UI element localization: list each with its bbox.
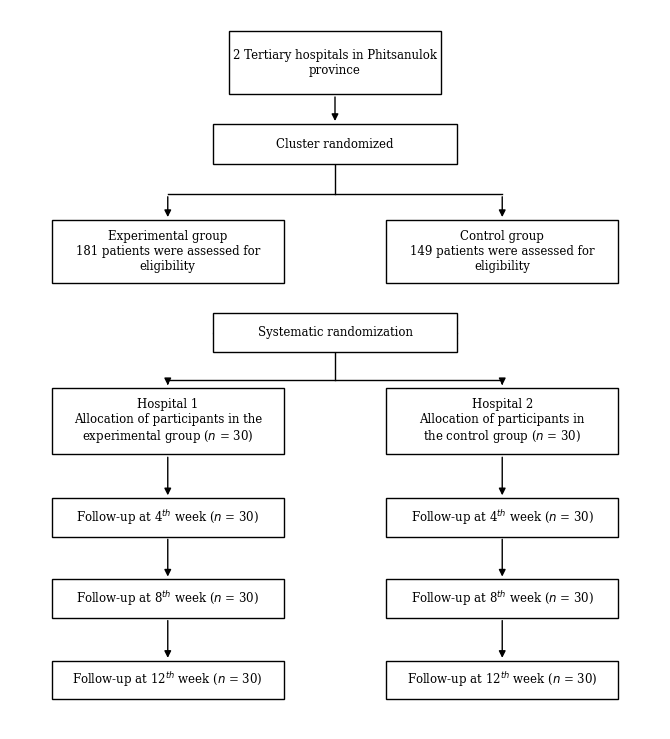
Text: Follow-up at 4$^{th}$ week ($n$ = 30): Follow-up at 4$^{th}$ week ($n$ = 30) [411, 508, 594, 527]
Text: Cluster randomized: Cluster randomized [276, 137, 394, 151]
FancyBboxPatch shape [387, 219, 618, 282]
FancyBboxPatch shape [387, 498, 618, 537]
FancyBboxPatch shape [52, 219, 283, 282]
FancyBboxPatch shape [387, 579, 618, 618]
FancyBboxPatch shape [229, 31, 441, 94]
Text: Systematic randomization: Systematic randomization [257, 326, 413, 339]
FancyBboxPatch shape [213, 313, 457, 352]
FancyBboxPatch shape [52, 579, 283, 618]
Text: Control group
149 patients were assessed for
eligibility: Control group 149 patients were assessed… [410, 230, 594, 273]
Text: Hospital 2
Allocation of participants in
the control group ($n$ = 30): Hospital 2 Allocation of participants in… [419, 398, 585, 445]
Text: Follow-up at 12$^{th}$ week ($n$ = 30): Follow-up at 12$^{th}$ week ($n$ = 30) [407, 670, 598, 689]
FancyBboxPatch shape [387, 388, 618, 454]
Text: Experimental group
181 patients were assessed for
eligibility: Experimental group 181 patients were ass… [76, 230, 260, 273]
Text: Hospital 1
Allocation of participants in the
experimental group ($n$ = 30): Hospital 1 Allocation of participants in… [74, 398, 262, 445]
Text: Follow-up at 8$^{th}$ week ($n$ = 30): Follow-up at 8$^{th}$ week ($n$ = 30) [76, 589, 259, 608]
FancyBboxPatch shape [52, 388, 283, 454]
FancyBboxPatch shape [213, 123, 457, 164]
Text: 2 Tertiary hospitals in Phitsanulok
province: 2 Tertiary hospitals in Phitsanulok prov… [233, 49, 437, 77]
Text: Follow-up at 8$^{th}$ week ($n$ = 30): Follow-up at 8$^{th}$ week ($n$ = 30) [411, 589, 594, 608]
FancyBboxPatch shape [387, 661, 618, 699]
Text: Follow-up at 4$^{th}$ week ($n$ = 30): Follow-up at 4$^{th}$ week ($n$ = 30) [76, 508, 259, 527]
FancyBboxPatch shape [52, 661, 283, 699]
Text: Follow-up at 12$^{th}$ week ($n$ = 30): Follow-up at 12$^{th}$ week ($n$ = 30) [72, 670, 263, 689]
FancyBboxPatch shape [52, 498, 283, 537]
